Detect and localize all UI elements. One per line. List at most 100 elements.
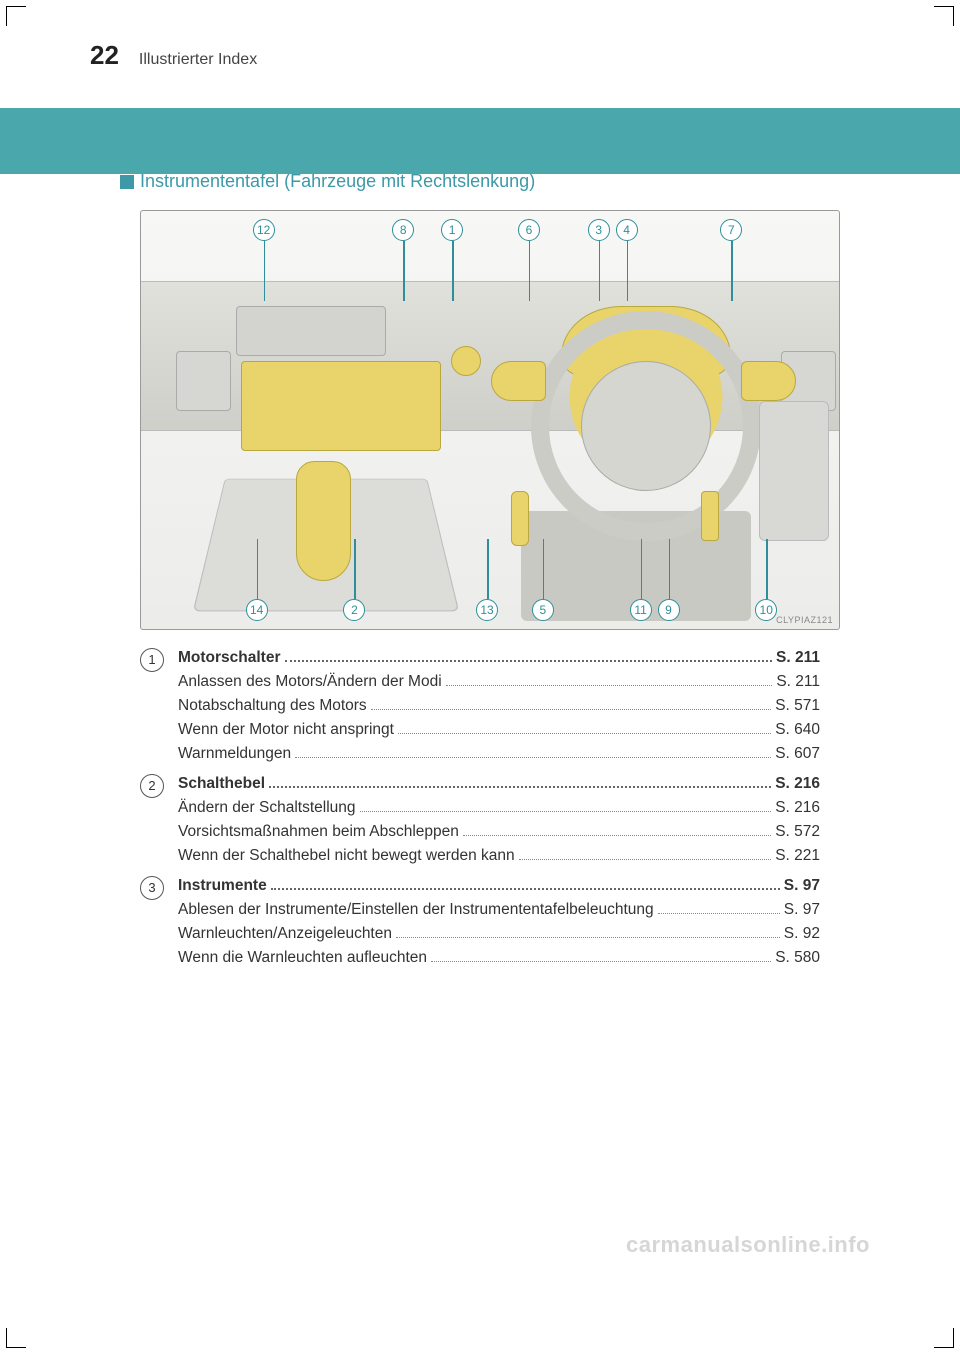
entry-sub-line: Warnleuchten/AnzeigeleuchtenS. 92 bbox=[178, 922, 820, 946]
callout-circle: 1 bbox=[441, 219, 463, 241]
callout-circle: 5 bbox=[532, 599, 554, 621]
chapter-title: Illustrierter Index bbox=[139, 51, 257, 69]
leader-dots bbox=[371, 709, 772, 710]
entry-sub-line: Vorsichtsmaßnahmen beim Abschleppen S. 57… bbox=[178, 820, 820, 844]
leader-dots bbox=[285, 660, 773, 662]
page-ref: S. 221 bbox=[775, 844, 820, 868]
callout-circle: 13 bbox=[476, 599, 498, 621]
leader-line bbox=[487, 539, 489, 599]
page-ref: S. 571 bbox=[775, 694, 820, 718]
steering-wheel bbox=[531, 311, 761, 541]
leader-line bbox=[257, 539, 259, 599]
door-panel bbox=[759, 401, 829, 541]
running-header: 22 Illustrierter Index bbox=[80, 40, 880, 71]
entry-label: Warnmeldungen bbox=[178, 742, 291, 766]
air-vent bbox=[176, 351, 231, 411]
entry-label: Ändern der Schaltstellung bbox=[178, 796, 356, 820]
callout-circle: 4 bbox=[616, 219, 638, 241]
entry-head-line: Instrumente S. 97 bbox=[178, 874, 820, 898]
entry-sub-line: Wenn der Motor nicht anspringt S. 640 bbox=[178, 718, 820, 742]
leader-line bbox=[354, 539, 356, 599]
entry-body: Instrumente S. 97 Ablesen der Instrumente/… bbox=[178, 874, 820, 970]
entry-number-circle: 3 bbox=[140, 876, 164, 900]
crop-mark bbox=[934, 1328, 954, 1348]
page-ref: S. 216 bbox=[775, 772, 820, 796]
leader-line bbox=[543, 539, 545, 599]
entry-label: Ablesen der Instrumente/Einstellen der I… bbox=[178, 898, 654, 922]
shift-lever bbox=[296, 461, 351, 581]
leader-dots bbox=[658, 913, 780, 914]
parking-brake bbox=[511, 491, 529, 546]
entry-sub-line: Ändern der Schaltstellung S. 216 bbox=[178, 796, 820, 820]
entry-label: Vorsichtsmaßnahmen beim Abschleppen bbox=[178, 820, 459, 844]
watermark: carmanualsonline.info bbox=[626, 1232, 870, 1258]
leader-dots bbox=[269, 786, 771, 788]
index-list: 1MotorschalterS. 211Anlassen des Motors/… bbox=[80, 638, 880, 970]
entry-sub-line: Wenn die Warnleuchten aufleuchtenS. 580 bbox=[178, 946, 820, 970]
left-stalk bbox=[491, 361, 546, 401]
leader-dots bbox=[446, 685, 773, 686]
leader-dots bbox=[295, 757, 771, 758]
leader-line bbox=[731, 241, 733, 301]
page: 22 Illustrierter Index Instrumententafel… bbox=[0, 0, 960, 1354]
callout-circle: 6 bbox=[518, 219, 540, 241]
engine-start-button bbox=[451, 346, 481, 376]
entry-label: Wenn der Motor nicht anspringt bbox=[178, 718, 394, 742]
teal-band bbox=[0, 108, 960, 174]
leader-dots bbox=[431, 961, 771, 962]
callout-circle: 10 bbox=[755, 599, 777, 621]
entry-number-circle: 1 bbox=[140, 648, 164, 672]
entry-sub-line: Notabschaltung des MotorsS. 571 bbox=[178, 694, 820, 718]
page-ref: S. 607 bbox=[775, 742, 820, 766]
leader-line bbox=[641, 539, 643, 599]
section-title-text: Instrumententafel (Fahrzeuge mit Rechtsl… bbox=[140, 171, 535, 192]
callout-circle: 14 bbox=[246, 599, 268, 621]
crop-mark bbox=[6, 6, 26, 26]
leader-line bbox=[669, 539, 671, 599]
entry-head-line: Motorschalter S. 211 bbox=[178, 646, 820, 670]
center-stack-controls bbox=[241, 361, 441, 451]
leader-dots bbox=[360, 811, 772, 812]
page-ref: S. 211 bbox=[776, 646, 820, 670]
page-ref: S. 216 bbox=[775, 796, 820, 820]
callout-circle: 11 bbox=[630, 599, 652, 621]
entry-sub-line: Ablesen der Instrumente/Einstellen der I… bbox=[178, 898, 820, 922]
index-entry: 1MotorschalterS. 211Anlassen des Motors/… bbox=[140, 646, 820, 766]
page-number: 22 bbox=[90, 40, 119, 71]
callout-circle: 12 bbox=[253, 219, 275, 241]
leader-dots bbox=[271, 888, 780, 890]
square-bullet-icon bbox=[120, 175, 134, 189]
entry-label: Wenn die Warnleuchten aufleuchten bbox=[178, 946, 427, 970]
callout-circle: 2 bbox=[343, 599, 365, 621]
callout-circle: 3 bbox=[588, 219, 610, 241]
tilt-lever bbox=[701, 491, 719, 541]
entry-head-line: Schalthebel S. 216 bbox=[178, 772, 820, 796]
airbag-cover bbox=[581, 361, 711, 491]
entry-label: Schalthebel bbox=[178, 772, 265, 796]
entry-number-circle: 2 bbox=[140, 774, 164, 798]
leader-dots bbox=[519, 859, 772, 860]
leader-line bbox=[599, 241, 601, 301]
entry-label: Anlassen des Motors/Ändern der Modi bbox=[178, 670, 442, 694]
page-ref: S. 572 bbox=[775, 820, 820, 844]
index-entry: 3 Instrumente S. 97 Ablesen der Instrumente… bbox=[140, 874, 820, 970]
callout-circle: 7 bbox=[720, 219, 742, 241]
leader-dots bbox=[396, 937, 780, 938]
entry-sub-line: Anlassen des Motors/Ändern der ModiS. 21… bbox=[178, 670, 820, 694]
leader-line bbox=[403, 241, 405, 301]
entry-label: Motorschalter bbox=[178, 646, 281, 670]
page-ref: S. 97 bbox=[784, 874, 820, 898]
leader-line bbox=[529, 241, 531, 301]
entry-label: Instrumente bbox=[178, 874, 267, 898]
crop-mark bbox=[934, 6, 954, 26]
page-ref: S. 640 bbox=[775, 718, 820, 742]
section-title: Instrumententafel (Fahrzeuge mit Rechtsl… bbox=[80, 171, 880, 192]
leader-dots bbox=[398, 733, 771, 734]
leader-line bbox=[627, 241, 629, 301]
entry-sub-line: Warnmeldungen S. 607 bbox=[178, 742, 820, 766]
leader-line bbox=[452, 241, 454, 301]
right-stalk bbox=[741, 361, 796, 401]
dashboard-figure: CLYPIAZ121 1281634714213511910 bbox=[140, 210, 840, 630]
callout-circle: 9 bbox=[658, 599, 680, 621]
entry-sub-line: Wenn der Schalthebel nicht bewegt werden… bbox=[178, 844, 820, 868]
